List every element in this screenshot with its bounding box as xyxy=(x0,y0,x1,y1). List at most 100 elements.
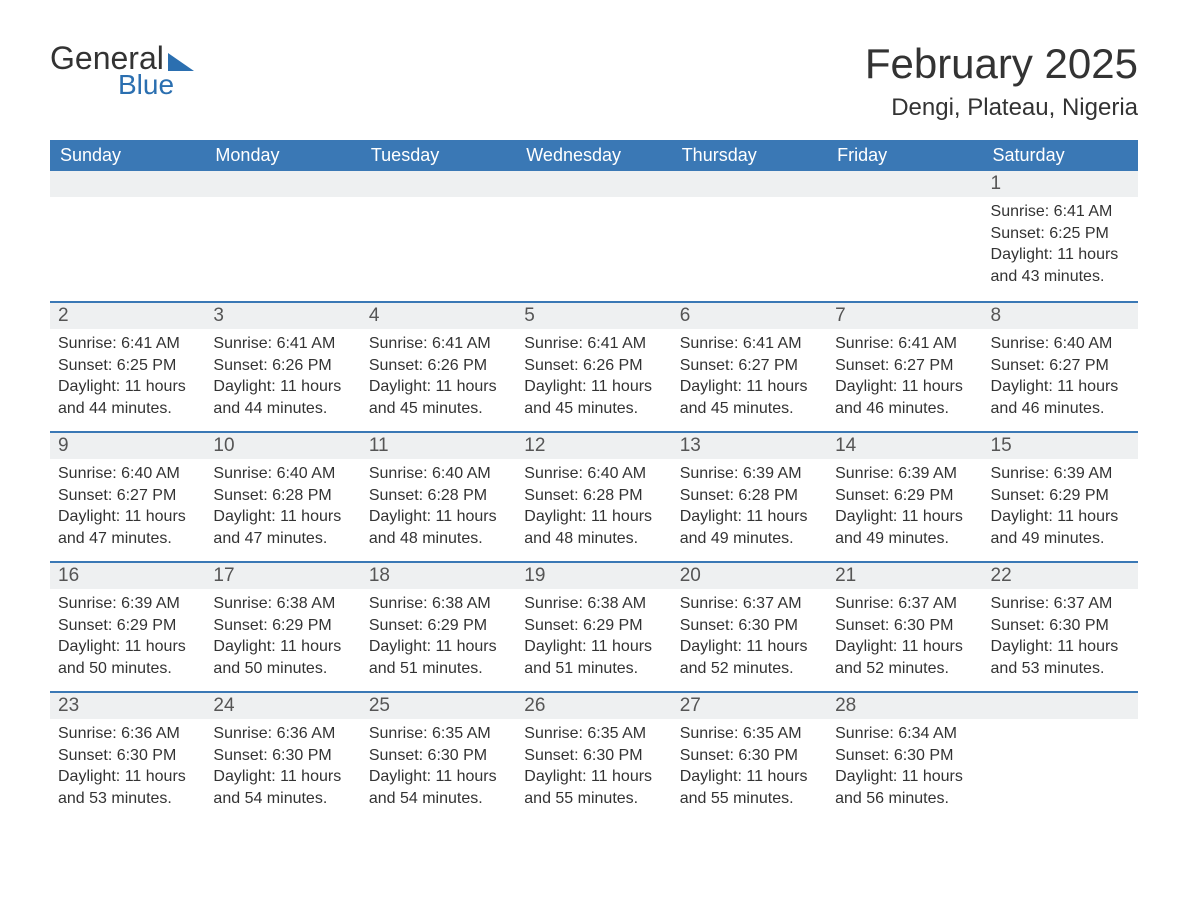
calendar-table: SundayMondayTuesdayWednesdayThursdayFrid… xyxy=(50,140,1138,821)
day-data: Sunrise: 6:40 AMSunset: 6:27 PMDaylight:… xyxy=(50,459,205,557)
calendar-day-cell xyxy=(50,171,205,301)
day-number: 7 xyxy=(827,301,982,329)
day-data: Sunrise: 6:41 AMSunset: 6:26 PMDaylight:… xyxy=(205,329,360,427)
day-number: 3 xyxy=(205,301,360,329)
day-number: 16 xyxy=(50,561,205,589)
calendar-day-cell: 8Sunrise: 6:40 AMSunset: 6:27 PMDaylight… xyxy=(983,301,1138,431)
weekday-header: Thursday xyxy=(672,140,827,171)
day-number: 2 xyxy=(50,301,205,329)
day-number xyxy=(983,691,1138,719)
day-data: Sunrise: 6:41 AMSunset: 6:27 PMDaylight:… xyxy=(827,329,982,427)
day-number xyxy=(361,171,516,197)
calendar-day-cell: 6Sunrise: 6:41 AMSunset: 6:27 PMDaylight… xyxy=(672,301,827,431)
day-number: 1 xyxy=(983,171,1138,197)
day-number: 26 xyxy=(516,691,671,719)
day-number xyxy=(516,171,671,197)
calendar-day-cell xyxy=(672,171,827,301)
day-number: 13 xyxy=(672,431,827,459)
calendar-day-cell xyxy=(827,171,982,301)
day-number: 17 xyxy=(205,561,360,589)
day-number: 23 xyxy=(50,691,205,719)
calendar-day-cell: 7Sunrise: 6:41 AMSunset: 6:27 PMDaylight… xyxy=(827,301,982,431)
day-data: Sunrise: 6:38 AMSunset: 6:29 PMDaylight:… xyxy=(516,589,671,687)
weekday-header: Sunday xyxy=(50,140,205,171)
day-data: Sunrise: 6:37 AMSunset: 6:30 PMDaylight:… xyxy=(983,589,1138,687)
day-data: Sunrise: 6:41 AMSunset: 6:25 PMDaylight:… xyxy=(983,197,1138,295)
calendar-day-cell: 19Sunrise: 6:38 AMSunset: 6:29 PMDayligh… xyxy=(516,561,671,691)
day-number: 10 xyxy=(205,431,360,459)
header-block: General Blue February 2025 Dengi, Platea… xyxy=(50,40,1138,122)
calendar-day-cell: 14Sunrise: 6:39 AMSunset: 6:29 PMDayligh… xyxy=(827,431,982,561)
day-number: 15 xyxy=(983,431,1138,459)
day-number: 12 xyxy=(516,431,671,459)
day-number: 11 xyxy=(361,431,516,459)
day-data: Sunrise: 6:41 AMSunset: 6:26 PMDaylight:… xyxy=(516,329,671,427)
day-data: Sunrise: 6:39 AMSunset: 6:29 PMDaylight:… xyxy=(827,459,982,557)
day-number: 5 xyxy=(516,301,671,329)
day-number: 21 xyxy=(827,561,982,589)
calendar-day-cell: 9Sunrise: 6:40 AMSunset: 6:27 PMDaylight… xyxy=(50,431,205,561)
calendar-day-cell xyxy=(983,691,1138,821)
day-data: Sunrise: 6:37 AMSunset: 6:30 PMDaylight:… xyxy=(672,589,827,687)
calendar-day-cell: 17Sunrise: 6:38 AMSunset: 6:29 PMDayligh… xyxy=(205,561,360,691)
day-number: 9 xyxy=(50,431,205,459)
calendar-day-cell: 1Sunrise: 6:41 AMSunset: 6:25 PMDaylight… xyxy=(983,171,1138,301)
calendar-day-cell: 10Sunrise: 6:40 AMSunset: 6:28 PMDayligh… xyxy=(205,431,360,561)
calendar-week-row: 16Sunrise: 6:39 AMSunset: 6:29 PMDayligh… xyxy=(50,561,1138,691)
calendar-day-cell: 28Sunrise: 6:34 AMSunset: 6:30 PMDayligh… xyxy=(827,691,982,821)
weekday-header: Monday xyxy=(205,140,360,171)
calendar-day-cell: 20Sunrise: 6:37 AMSunset: 6:30 PMDayligh… xyxy=(672,561,827,691)
calendar-day-cell: 15Sunrise: 6:39 AMSunset: 6:29 PMDayligh… xyxy=(983,431,1138,561)
calendar-week-row: 9Sunrise: 6:40 AMSunset: 6:27 PMDaylight… xyxy=(50,431,1138,561)
day-number: 14 xyxy=(827,431,982,459)
day-number: 27 xyxy=(672,691,827,719)
month-title: February 2025 xyxy=(865,40,1138,88)
calendar-week-row: 23Sunrise: 6:36 AMSunset: 6:30 PMDayligh… xyxy=(50,691,1138,821)
calendar-day-cell: 16Sunrise: 6:39 AMSunset: 6:29 PMDayligh… xyxy=(50,561,205,691)
day-data: Sunrise: 6:34 AMSunset: 6:30 PMDaylight:… xyxy=(827,719,982,817)
calendar-day-cell: 4Sunrise: 6:41 AMSunset: 6:26 PMDaylight… xyxy=(361,301,516,431)
day-data: Sunrise: 6:38 AMSunset: 6:29 PMDaylight:… xyxy=(205,589,360,687)
day-data: Sunrise: 6:35 AMSunset: 6:30 PMDaylight:… xyxy=(361,719,516,817)
day-number: 22 xyxy=(983,561,1138,589)
day-number: 28 xyxy=(827,691,982,719)
calendar-body: 1Sunrise: 6:41 AMSunset: 6:25 PMDaylight… xyxy=(50,171,1138,821)
calendar-day-cell: 18Sunrise: 6:38 AMSunset: 6:29 PMDayligh… xyxy=(361,561,516,691)
day-number xyxy=(205,171,360,197)
calendar-day-cell: 25Sunrise: 6:35 AMSunset: 6:30 PMDayligh… xyxy=(361,691,516,821)
day-data: Sunrise: 6:40 AMSunset: 6:28 PMDaylight:… xyxy=(205,459,360,557)
calendar-day-cell: 23Sunrise: 6:36 AMSunset: 6:30 PMDayligh… xyxy=(50,691,205,821)
calendar-day-cell: 22Sunrise: 6:37 AMSunset: 6:30 PMDayligh… xyxy=(983,561,1138,691)
day-data: Sunrise: 6:35 AMSunset: 6:30 PMDaylight:… xyxy=(672,719,827,817)
calendar-day-cell xyxy=(205,171,360,301)
logo: General Blue xyxy=(50,40,194,101)
weekday-header: Wednesday xyxy=(516,140,671,171)
day-number: 18 xyxy=(361,561,516,589)
weekday-header: Tuesday xyxy=(361,140,516,171)
day-data: Sunrise: 6:39 AMSunset: 6:29 PMDaylight:… xyxy=(983,459,1138,557)
day-number: 24 xyxy=(205,691,360,719)
calendar-day-cell: 24Sunrise: 6:36 AMSunset: 6:30 PMDayligh… xyxy=(205,691,360,821)
calendar-week-row: 2Sunrise: 6:41 AMSunset: 6:25 PMDaylight… xyxy=(50,301,1138,431)
title-block: February 2025 Dengi, Plateau, Nigeria xyxy=(865,40,1138,122)
logo-text-blue: Blue xyxy=(118,69,194,101)
day-data: Sunrise: 6:39 AMSunset: 6:29 PMDaylight:… xyxy=(50,589,205,687)
calendar-day-cell xyxy=(361,171,516,301)
day-number xyxy=(827,171,982,197)
calendar-day-cell: 2Sunrise: 6:41 AMSunset: 6:25 PMDaylight… xyxy=(50,301,205,431)
day-number: 25 xyxy=(361,691,516,719)
weekday-header: Friday xyxy=(827,140,982,171)
weekday-header: Saturday xyxy=(983,140,1138,171)
day-data: Sunrise: 6:35 AMSunset: 6:30 PMDaylight:… xyxy=(516,719,671,817)
calendar-day-cell: 11Sunrise: 6:40 AMSunset: 6:28 PMDayligh… xyxy=(361,431,516,561)
calendar-day-cell: 5Sunrise: 6:41 AMSunset: 6:26 PMDaylight… xyxy=(516,301,671,431)
day-data: Sunrise: 6:37 AMSunset: 6:30 PMDaylight:… xyxy=(827,589,982,687)
day-data: Sunrise: 6:39 AMSunset: 6:28 PMDaylight:… xyxy=(672,459,827,557)
calendar-day-cell: 21Sunrise: 6:37 AMSunset: 6:30 PMDayligh… xyxy=(827,561,982,691)
day-number: 4 xyxy=(361,301,516,329)
day-data: Sunrise: 6:40 AMSunset: 6:28 PMDaylight:… xyxy=(361,459,516,557)
calendar-day-cell: 13Sunrise: 6:39 AMSunset: 6:28 PMDayligh… xyxy=(672,431,827,561)
day-number: 8 xyxy=(983,301,1138,329)
calendar-day-cell: 26Sunrise: 6:35 AMSunset: 6:30 PMDayligh… xyxy=(516,691,671,821)
day-number xyxy=(50,171,205,197)
